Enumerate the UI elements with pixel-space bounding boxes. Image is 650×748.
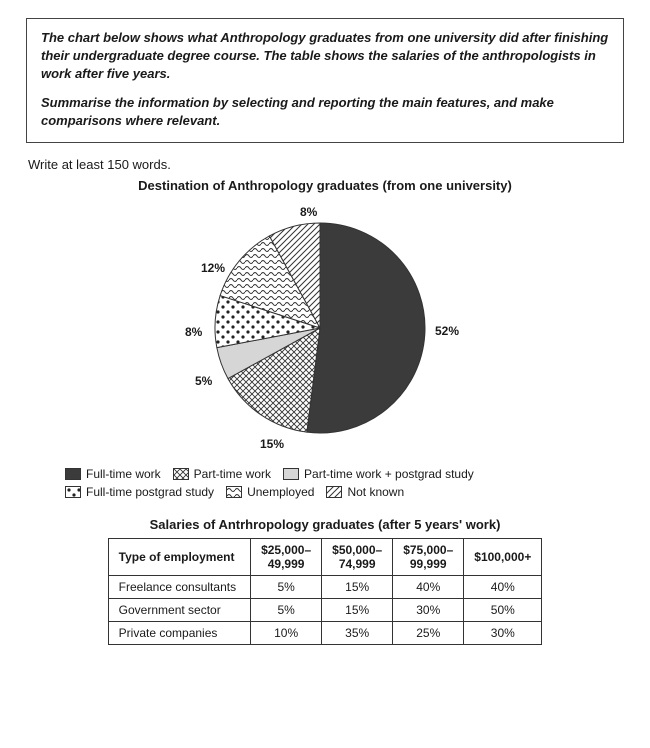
legend-label: Full-time work: [86, 467, 161, 481]
pie-slice-label: 8%: [185, 325, 202, 339]
table-cell: 5%: [251, 575, 322, 598]
salary-table: Type of employment$25,000– 49,999$50,000…: [108, 538, 543, 645]
prompt-paragraph-2: Summarise the information by selecting a…: [41, 94, 609, 130]
table-header-cell: $25,000– 49,999: [251, 538, 322, 575]
legend-swatch: [326, 486, 342, 498]
table-cell: 40%: [393, 575, 464, 598]
table-cell: 5%: [251, 598, 322, 621]
legend-item: Full-time work: [65, 467, 161, 481]
table-row: Freelance consultants5%15%40%40%: [108, 575, 542, 598]
table-cell: 40%: [464, 575, 542, 598]
pie-slice-label: 52%: [435, 324, 459, 338]
table-row: Private companies10%35%25%30%: [108, 621, 542, 644]
table-cell: 30%: [464, 621, 542, 644]
legend-label: Part-time work: [194, 467, 271, 481]
legend-item: Not known: [326, 485, 404, 499]
legend-item: Part-time work + postgrad study: [283, 467, 474, 481]
legend-label: Full-time postgrad study: [86, 485, 214, 499]
table-cell: 50%: [464, 598, 542, 621]
legend-swatch: [226, 486, 242, 498]
table-cell: Government sector: [108, 598, 250, 621]
legend-label: Not known: [347, 485, 404, 499]
table-cell: 35%: [322, 621, 393, 644]
legend-swatch: [65, 486, 81, 498]
table-header-row: Type of employment$25,000– 49,999$50,000…: [108, 538, 542, 575]
task-prompt-box: The chart below shows what Anthropology …: [26, 18, 624, 143]
pie-slice-label: 12%: [201, 261, 225, 275]
legend-item: Full-time postgrad study: [65, 485, 214, 499]
table-header-cell: $100,000+: [464, 538, 542, 575]
table-header-cell: $50,000– 74,999: [322, 538, 393, 575]
table-cell: 30%: [393, 598, 464, 621]
legend-item: Unemployed: [226, 485, 314, 499]
legend-swatch: [283, 468, 299, 480]
legend-swatch: [65, 468, 81, 480]
table-cell: 15%: [322, 598, 393, 621]
legend-swatch: [173, 468, 189, 480]
table-cell: 15%: [322, 575, 393, 598]
prompt-paragraph-1: The chart below shows what Anthropology …: [41, 29, 609, 84]
legend-item: Part-time work: [173, 467, 271, 481]
pie-slice-label: 15%: [260, 437, 284, 451]
pie-slice-label: 5%: [195, 374, 212, 388]
legend-label: Unemployed: [247, 485, 314, 499]
word-count-instruction: Write at least 150 words.: [28, 157, 624, 172]
pie-legend: Full-time work Part-time work Part-time wo…: [65, 467, 585, 499]
table-cell: Private companies: [108, 621, 250, 644]
pie-slice-label: 8%: [300, 205, 317, 219]
table-cell: Freelance consultants: [108, 575, 250, 598]
table-cell: 10%: [251, 621, 322, 644]
table-header-cell: $75,000– 99,999: [393, 538, 464, 575]
table-row: Government sector5%15%30%50%: [108, 598, 542, 621]
pie-slice: [307, 223, 425, 433]
pie-chart-title: Destination of Anthropology graduates (f…: [26, 178, 624, 193]
legend-label: Part-time work + postgrad study: [304, 467, 474, 481]
table-cell: 25%: [393, 621, 464, 644]
table-header-cell: Type of employment: [108, 538, 250, 575]
salary-table-title: Salaries of Antrhropology graduates (aft…: [26, 517, 624, 532]
pie-chart: 52% 15% 5% 8% 12% 8%: [165, 199, 485, 459]
